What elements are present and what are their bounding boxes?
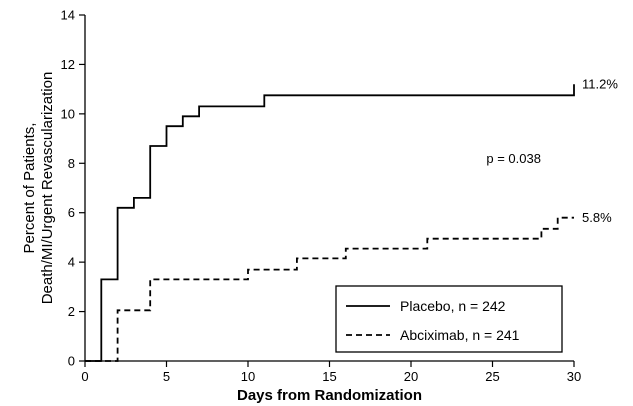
legend-box bbox=[335, 285, 563, 353]
y-tick-label: 10 bbox=[61, 106, 75, 121]
p-value-annotation: p = 0.038 bbox=[486, 151, 541, 166]
x-tick-label: 0 bbox=[81, 369, 88, 384]
y-tick-label: 12 bbox=[61, 57, 75, 72]
y-axis-title-line-1: Percent of Patients, bbox=[21, 123, 38, 254]
y-axis-title-line-2: Death/MI/Urgent Revascularization bbox=[39, 72, 56, 305]
y-tick-label: 2 bbox=[68, 304, 75, 319]
series-group bbox=[85, 84, 575, 362]
x-axis-title: Days from Randomization bbox=[237, 387, 422, 404]
legend: Placebo, n = 242 Abciximab, n = 241 bbox=[335, 285, 563, 353]
end-label-placebo: 11.2% bbox=[582, 77, 618, 92]
x-tick-label: 30 bbox=[567, 369, 581, 384]
y-tick-label: 14 bbox=[61, 8, 75, 23]
y-tick-label: 0 bbox=[68, 354, 75, 369]
x-tick-label: 15 bbox=[322, 369, 336, 384]
legend-label-abciximab: Abciximab, n = 241 bbox=[400, 327, 520, 343]
series-line-placebo bbox=[85, 84, 575, 362]
labels-group: Days from Randomization Percent of Patien… bbox=[21, 72, 618, 404]
series-line-abciximab bbox=[85, 216, 574, 362]
legend-label-placebo: Placebo, n = 242 bbox=[400, 298, 506, 314]
x-tick-label: 5 bbox=[163, 369, 170, 384]
x-tick-label: 10 bbox=[241, 369, 255, 384]
axes: 0 2 4 6 8 10 12 14 0 5 10 15 20 25 30 bbox=[61, 8, 582, 385]
y-tick-label: 8 bbox=[68, 156, 75, 171]
x-tick-label: 25 bbox=[485, 369, 499, 384]
x-tick-label: 20 bbox=[404, 369, 418, 384]
y-tick-label: 4 bbox=[68, 255, 75, 270]
y-tick-label: 6 bbox=[68, 205, 75, 220]
end-label-abciximab: 5.8% bbox=[582, 210, 612, 225]
